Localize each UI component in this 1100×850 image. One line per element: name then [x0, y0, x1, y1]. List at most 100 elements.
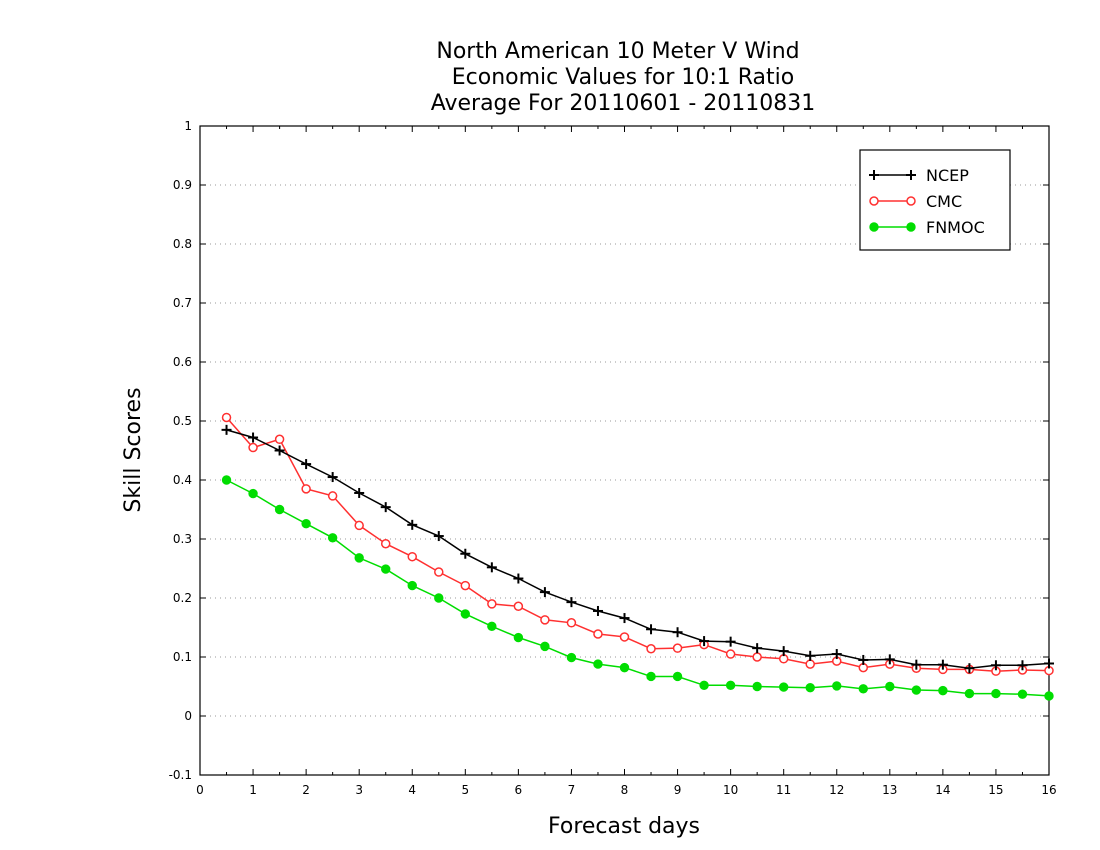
y-tick-label: 0.4	[173, 473, 192, 487]
data-point-fnmoc	[513, 632, 524, 643]
legend-marker	[869, 170, 879, 180]
legend-label-fnmoc: FNMOC	[926, 218, 985, 237]
data-point-ncep	[486, 562, 497, 573]
data-point-cmc	[221, 412, 232, 423]
legend: NCEP CMC FNMOC	[859, 149, 1011, 251]
data-point-fnmoc	[964, 688, 975, 699]
data-point-fnmoc	[301, 518, 311, 529]
data-point-fnmoc	[832, 681, 842, 691]
data-point-ncep	[539, 587, 550, 598]
data-point-cmc	[487, 599, 497, 609]
axis-ticks: -0.100.10.20.30.40.50.60.70.80.910 1 2 3 4 5 6…	[169, 119, 1057, 797]
y-axis-label: Skill Scores	[121, 387, 146, 512]
data-point-ncep	[619, 613, 630, 624]
data-point-fnmoc	[221, 475, 232, 485]
y-tick-label: 0.3	[173, 532, 192, 546]
x-tick-label: 15	[988, 783, 1003, 797]
legend-label-cmc: CMC	[926, 192, 962, 211]
data-point-cmc	[248, 442, 258, 453]
data-point-fnmoc	[938, 685, 948, 696]
data-point-ncep	[592, 605, 603, 616]
y-tick-label: 1	[184, 119, 192, 133]
data-point-fnmoc	[858, 684, 868, 694]
data-point-ncep	[407, 519, 418, 530]
y-tick-label: 0.6	[173, 355, 192, 369]
series-line-fnmoc	[226, 479, 1050, 697]
x-tick-label: 8	[621, 783, 629, 797]
data-point-ncep	[301, 459, 312, 470]
data-point-ncep	[752, 643, 763, 654]
x-tick-label: 2	[302, 783, 310, 797]
data-point-cmc	[274, 434, 285, 445]
data-point-ncep	[937, 659, 948, 670]
legend-marker	[869, 222, 879, 232]
x-tick-label: 3	[355, 783, 363, 797]
data-point-cmc	[646, 643, 656, 654]
data-point-cmc	[434, 567, 444, 577]
data-point-fnmoc	[725, 680, 736, 691]
data-point-ncep	[858, 654, 869, 665]
data-point-fnmoc	[699, 680, 709, 691]
title-line-1: North American 10 Meter V Wind	[436, 39, 799, 64]
data-point-ncep	[433, 531, 444, 542]
data-point-fnmoc	[1017, 689, 1028, 699]
legend-item-ncep: NCEP	[869, 166, 969, 185]
data-point-cmc	[593, 629, 603, 639]
x-tick-label: 5	[461, 783, 469, 797]
data-point-fnmoc	[1044, 691, 1054, 701]
data-point-cmc	[301, 484, 311, 494]
y-tick-label: 0.9	[173, 178, 192, 192]
data-point-cmc	[566, 618, 577, 628]
data-point-fnmoc	[911, 685, 922, 695]
data-point-ncep	[248, 432, 259, 443]
data-point-ncep	[990, 660, 1001, 671]
data-point-cmc	[619, 632, 630, 642]
data-point-fnmoc	[407, 580, 417, 591]
data-point-fnmoc	[540, 641, 550, 652]
legend-marker	[906, 222, 916, 232]
data-point-ncep	[831, 649, 842, 660]
data-point-fnmoc	[619, 662, 630, 673]
data-point-fnmoc	[646, 671, 656, 682]
data-point-fnmoc	[805, 682, 815, 693]
data-point-fnmoc	[885, 681, 895, 692]
data-point-cmc	[752, 652, 762, 662]
data-point-ncep	[911, 659, 922, 670]
data-point-ncep	[1044, 658, 1054, 669]
data-point-cmc	[513, 601, 524, 612]
data-point-ncep	[699, 636, 710, 647]
data-point-ncep	[646, 624, 657, 635]
y-tick-label: 0.2	[173, 591, 192, 605]
y-tick-label: 0.8	[173, 237, 192, 251]
data-point-cmc	[672, 643, 683, 653]
data-point-fnmoc	[593, 659, 603, 669]
series-line-ncep	[226, 429, 1050, 669]
x-tick-label: 10	[723, 783, 738, 797]
y-tick-label: 0.5	[173, 414, 192, 428]
data-point-cmc	[407, 551, 417, 562]
x-tick-label: 7	[568, 783, 576, 797]
data-point-cmc	[805, 659, 815, 669]
data-point-fnmoc	[274, 504, 285, 515]
x-tick-label: 11	[776, 783, 791, 797]
series-fnmoc	[221, 475, 1054, 701]
data-point-fnmoc	[381, 564, 391, 574]
y-tick-label: -0.1	[169, 768, 192, 782]
data-point-ncep	[884, 654, 895, 665]
x-tick-label: 9	[674, 783, 682, 797]
title-line-3: Average For 20110601 - 20110831	[431, 91, 816, 116]
data-point-fnmoc	[327, 533, 338, 543]
data-point-ncep	[805, 650, 816, 661]
data-point-fnmoc	[434, 593, 444, 603]
legend-marker	[869, 196, 879, 206]
data-point-ncep	[1017, 660, 1028, 671]
data-point-fnmoc	[487, 621, 497, 632]
data-point-ncep	[327, 472, 338, 483]
data-point-fnmoc	[778, 682, 789, 692]
series-layer	[221, 412, 1054, 701]
series-cmc	[221, 412, 1054, 676]
x-tick-label: 13	[882, 783, 897, 797]
data-point-fnmoc	[991, 688, 1001, 699]
legend-marker	[906, 196, 916, 206]
x-axis-label: Forecast days	[548, 814, 700, 839]
